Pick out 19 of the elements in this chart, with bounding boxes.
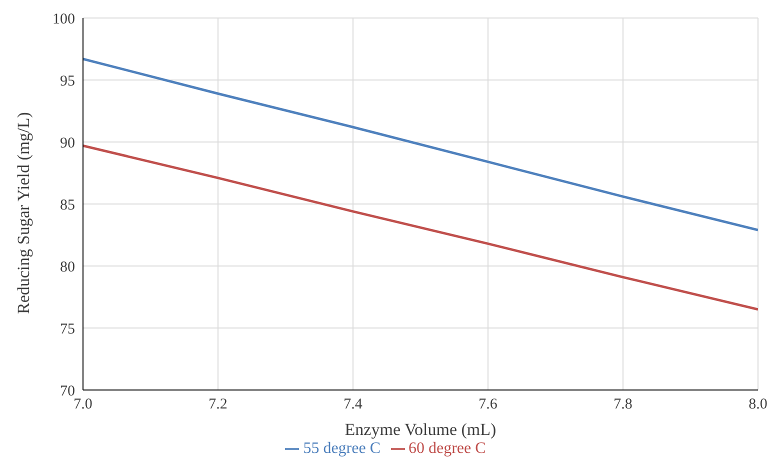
x-tick-label: 7.8 [614,396,632,413]
line-series [83,58,758,232]
y-tick-label: 85 [60,197,75,214]
y-tick-label: 90 [60,135,75,152]
x-axis-title: Enzyme Volume (mL) [344,420,496,439]
legend-label: 60 degree C [408,440,486,457]
legend-label: 55 degree C [303,440,380,457]
y-tick-label: 95 [60,73,75,90]
line-series [83,144,758,311]
y-tick-label: 80 [60,259,75,276]
x-tick-label: 7.4 [344,396,363,413]
x-tick-label: 7.2 [208,396,228,413]
y-axis-title: Reducing Sugar Yield (mg/L) [14,112,34,314]
x-tick-label: 7.6 [478,396,498,413]
y-tick-label: 100 [52,11,75,28]
x-tick-label: 8.0 [748,396,768,413]
y-tick-label: 75 [60,321,75,338]
y-tick-label: 70 [60,383,75,400]
x-tick-label: 7.0 [74,396,92,413]
